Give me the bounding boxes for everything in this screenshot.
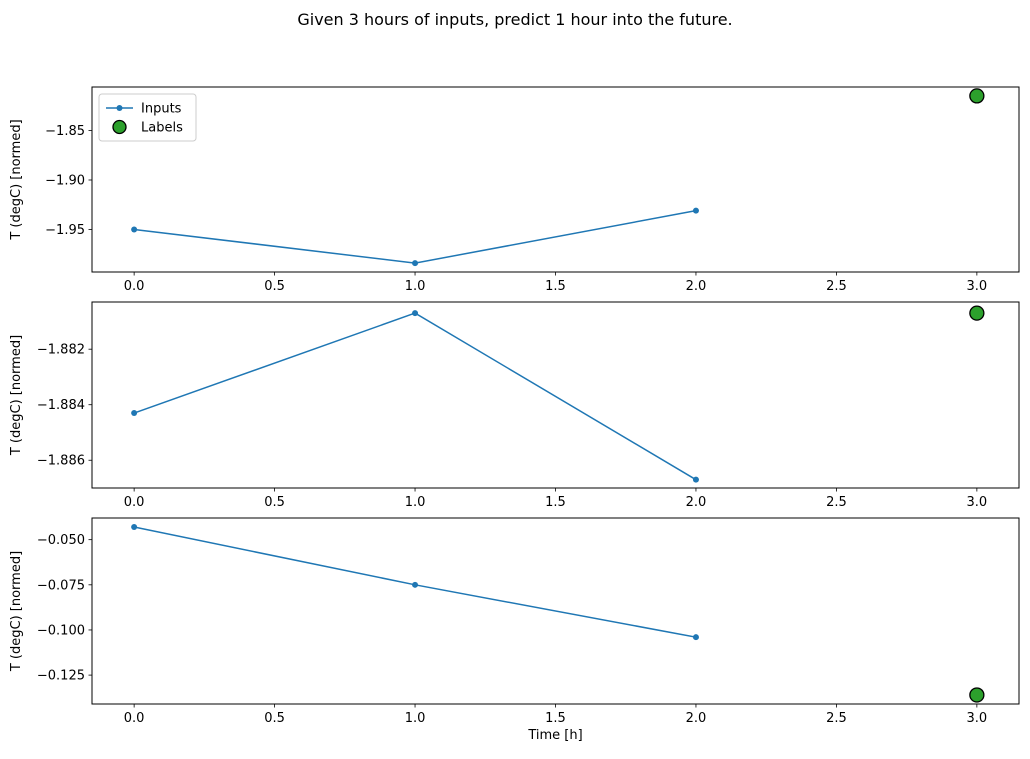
x-tick-label: 3.0 <box>967 279 988 294</box>
x-tick-label: 1.0 <box>405 495 426 510</box>
y-tick-label: −1.85 <box>45 124 85 139</box>
y-tick-label: −1.882 <box>37 343 85 358</box>
inputs-line <box>134 209 697 264</box>
legend: Inputs Labels <box>98 93 197 142</box>
x-tick-label: 1.0 <box>405 279 426 294</box>
legend-inputs-label: Inputs <box>141 102 182 117</box>
inputs-marker <box>412 310 419 317</box>
inputs-marker <box>131 410 138 417</box>
x-tick-label: 2.5 <box>826 279 847 294</box>
inputs-marker <box>412 260 419 267</box>
x-tick-label: 0.0 <box>124 495 145 510</box>
x-tick-label: 0.0 <box>124 711 145 726</box>
inputs-marker <box>131 524 138 531</box>
subplot-2: 0.0 0.5 1.0 1.5 2.0 2.5 3.0 −1.882 −1.884 −1.886 T… <box>9 301 1020 510</box>
x-tick-label: 0.5 <box>264 711 285 726</box>
x-tick-label: 2.0 <box>686 495 707 510</box>
labels-point <box>969 305 985 321</box>
y-tick-label: −1.886 <box>37 454 85 469</box>
subplot-1: 0.0 0.5 1.0 1.5 2.0 2.5 3.0 −1.85 −1.90 −1.95 T (d… <box>9 86 1020 294</box>
y-tick-label: −1.95 <box>45 223 85 238</box>
y-tick-label: −0.050 <box>37 533 85 548</box>
y-tick-label: −0.125 <box>37 669 85 684</box>
inputs-marker <box>692 476 699 483</box>
legend-labels-marker <box>112 119 127 135</box>
labels-point <box>969 687 985 703</box>
y-tick-label: −1.884 <box>37 398 85 413</box>
inputs-marker <box>692 207 699 214</box>
y-axis-label: T (degC) [normed] <box>9 119 24 240</box>
x-tick-label: 3.0 <box>967 711 988 726</box>
x-tick-label: 0.0 <box>124 279 145 294</box>
figure-title: Given 3 hours of inputs, predict 1 hour … <box>297 10 733 29</box>
inputs-marker <box>412 581 419 588</box>
y-axis-label: T (degC) [normed] <box>9 335 24 456</box>
legend-labels-label: Labels <box>141 121 183 136</box>
inputs-line <box>133 312 697 481</box>
axes-frame <box>91 301 1020 489</box>
x-tick-label: 0.5 <box>264 279 285 294</box>
legend-inputs-marker <box>116 105 123 111</box>
x-tick-label: 0.5 <box>264 495 285 510</box>
x-tick-label: 2.5 <box>826 495 847 510</box>
axes-frame <box>91 86 1020 273</box>
labels-point <box>969 88 985 104</box>
x-tick-label: 1.0 <box>405 711 426 726</box>
x-tick-label: 3.0 <box>967 495 988 510</box>
x-tick-label: 1.5 <box>545 711 566 726</box>
inputs-marker <box>692 634 699 641</box>
x-tick-label: 2.5 <box>826 711 847 726</box>
x-tick-label: 1.5 <box>545 495 566 510</box>
x-tick-label: 2.0 <box>686 279 707 294</box>
y-tick-label: −0.100 <box>37 623 85 638</box>
y-axis-label: T (degC) [normed] <box>9 551 24 672</box>
y-tick-label: −1.90 <box>45 173 85 188</box>
x-tick-label: 2.0 <box>686 711 707 726</box>
subplot-3: 0.0 0.5 1.0 1.5 2.0 2.5 3.0 −0.050 −0.075 −0.100 −… <box>9 517 1020 743</box>
inputs-marker <box>131 226 138 233</box>
y-tick-label: −0.075 <box>37 578 85 593</box>
x-tick-label: 1.5 <box>545 279 566 294</box>
x-axis-label: Time [h] <box>527 728 582 743</box>
